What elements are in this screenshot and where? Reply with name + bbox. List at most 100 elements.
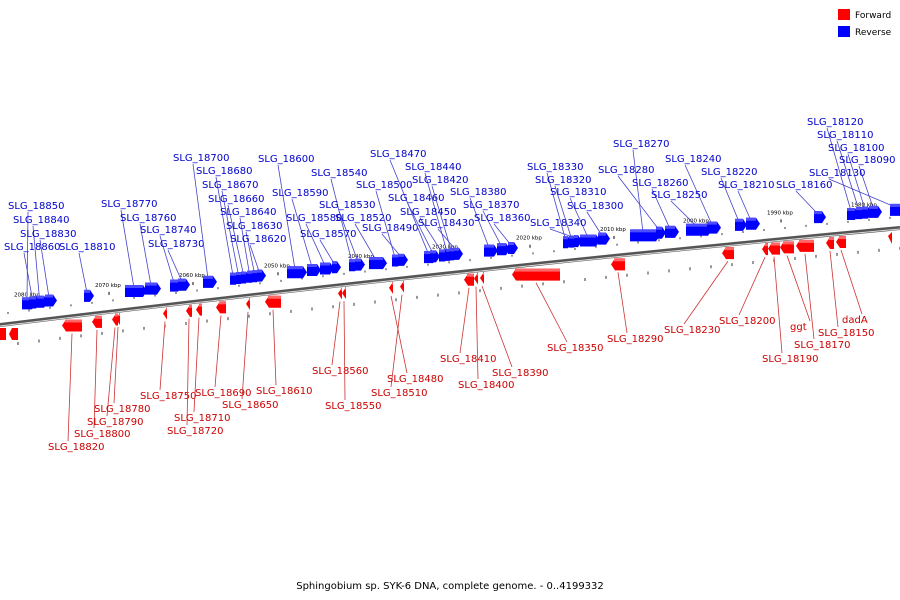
reverse-gene-slg-18580[interactable]: SLG_18580 xyxy=(286,213,342,275)
forward-gene-slg-18750[interactable]: SLG_18750 xyxy=(140,307,196,402)
gene-fragment-left xyxy=(0,328,6,340)
forward-gene-slg-18780[interactable]: SLG_18780 xyxy=(94,313,150,415)
reverse-gene-slg-18310[interactable]: SLG_18310 xyxy=(550,187,606,247)
gene-arrow-highlight xyxy=(454,247,459,251)
gene-arrow-highlight xyxy=(765,243,768,247)
reverse-gene-slg-18620[interactable]: SLG_18620 xyxy=(230,234,286,282)
forward-gene-slg-18480[interactable]: SLG_18480 xyxy=(387,281,443,385)
gene-arrow-highlight xyxy=(430,250,436,254)
gene-arrow-highlight xyxy=(203,275,213,279)
reverse-gene-slg-18520[interactable]: SLG_18520 xyxy=(335,213,391,270)
forward-gene-slg-18290[interactable]: SLG_18290 xyxy=(607,258,663,345)
gene-arrow-highlight xyxy=(355,258,361,262)
forward-gene-slg-18390[interactable]: SLG_18390 xyxy=(480,272,548,379)
leader-line xyxy=(738,257,766,316)
forward-gene-ggt[interactable]: ggt xyxy=(780,241,811,333)
forward-gene-slg-18650[interactable]: SLG_18650 xyxy=(222,297,278,411)
reverse-gene-slg-18490[interactable]: SLG_18490 xyxy=(362,223,418,266)
gene-arrow-highlight xyxy=(483,272,484,276)
forward-gene-slg-18550[interactable]: SLG_18550 xyxy=(325,287,381,412)
gene-arrow-highlight xyxy=(839,236,846,240)
forward-gene-slg-18150[interactable]: SLG_18150 xyxy=(818,236,874,339)
reverse-gene-slg-18380[interactable]: SLG_18380 xyxy=(450,187,506,257)
forward-swatch xyxy=(838,9,850,20)
forward-gene-slg-18170[interactable]: SLG_18170 xyxy=(794,239,850,351)
reverse-gene-slg-18240[interactable]: SLG_18240 xyxy=(665,154,721,234)
gene-fragment-right xyxy=(888,232,892,244)
gene-arrow-highlight xyxy=(320,262,330,266)
forward-gene-slg-18790[interactable]: SLG_18790 xyxy=(87,313,143,428)
leader-line xyxy=(535,282,568,343)
reverse-gene-slg-18760[interactable]: SLG_18760 xyxy=(120,213,176,295)
reverse-gene-slg-18270[interactable]: SLG_18270 xyxy=(613,139,669,242)
kbp-tick-label: 2060 kbp xyxy=(179,273,205,279)
reverse-gene-slg-18590[interactable]: SLG_18590 xyxy=(272,188,328,276)
forward-gene-slg-18200[interactable]: SLG_18200 xyxy=(719,243,775,327)
forward-gene-dada[interactable]: dadA xyxy=(836,236,868,326)
reverse-gene-slg-18860[interactable]: SLG_18860 xyxy=(4,242,60,309)
reverse-gene-slg-18280[interactable]: SLG_18280 xyxy=(598,165,666,239)
reverse-gene-slg-18730[interactable]: SLG_18730 xyxy=(148,239,204,291)
gene-label: SLG_18360 xyxy=(474,213,530,224)
gene-arrow-highlight xyxy=(799,239,814,243)
gene-arrow-highlight xyxy=(829,236,834,240)
forward-gene-slg-18720[interactable]: SLG_18720 xyxy=(167,304,223,437)
reverse-gene-slg-18450[interactable]: SLG_18450 xyxy=(400,207,456,262)
gene-label: SLG_18270 xyxy=(613,139,669,150)
forward-gene-slg-18710[interactable]: SLG_18710 xyxy=(174,303,230,424)
gene-label: SLG_18570 xyxy=(300,229,356,240)
reverse-gene-slg-18130[interactable]: SLG_18130 xyxy=(809,168,900,216)
leader-line xyxy=(390,294,403,388)
leader-line xyxy=(67,333,73,442)
reverse-gene-slg-18340[interactable]: SLG_18340 xyxy=(530,218,586,248)
gene-arrow-highlight xyxy=(166,307,167,311)
forward-gene-slg-18820[interactable]: SLG_18820 xyxy=(48,319,104,453)
gene-arrow-highlight xyxy=(307,263,317,267)
gene-label: SLG_18510 xyxy=(371,388,427,399)
reverse-gene-slg-18600[interactable]: SLG_18600 xyxy=(258,154,314,279)
leader-line xyxy=(338,210,359,262)
gene-arrow-highlight xyxy=(614,258,625,262)
reverse-gene-slg-18530[interactable]: SLG_18530 xyxy=(319,200,375,271)
forward-gene-slg-18690[interactable]: SLG_18690 xyxy=(195,301,251,399)
reverse-gene-slg-18430[interactable]: SLG_18430 xyxy=(418,218,474,260)
gene-label: SLG_18410 xyxy=(440,354,496,365)
reverse-gene-slg-18210[interactable]: SLG_18210 xyxy=(718,180,774,230)
reverse-gene-slg-18220[interactable]: SLG_18220 xyxy=(701,167,757,231)
kbp-tick-label: 2030 kbp xyxy=(432,245,458,251)
reverse-gene-slg-18360[interactable]: SLG_18360 xyxy=(474,213,530,255)
reverse-gene-slg-18810[interactable]: SLG_18810 xyxy=(59,242,115,302)
gene-arrow-highlight xyxy=(241,271,246,275)
reverse-gene-slg-18250[interactable]: SLG_18250 xyxy=(651,190,712,236)
forward-gene-slg-18610[interactable]: SLG_18610 xyxy=(256,295,312,397)
reverse-gene-slg-18740[interactable]: SLG_18740 xyxy=(140,225,196,292)
reverse-gene-slg-18300[interactable]: SLG_18300 xyxy=(567,201,623,245)
forward-gene-slg-18410[interactable]: SLG_18410 xyxy=(440,273,496,365)
reverse-gene-slg-18370[interactable]: SLG_18370 xyxy=(463,200,519,256)
reverse-gene-slg-18700[interactable]: SLG_18700 xyxy=(173,153,229,288)
gene-label: dadA xyxy=(842,315,868,326)
leader-line xyxy=(549,228,577,239)
gene-arrow-highlight xyxy=(477,272,478,276)
reverse-gene-slg-18770[interactable]: SLG_18770 xyxy=(101,199,157,297)
forward-gene-slg-18800[interactable]: SLG_18800 xyxy=(74,315,130,440)
forward-gene-slg-18560[interactable]: SLG_18560 xyxy=(312,287,368,377)
reverse-gene-slg-18160[interactable]: SLG_18160 xyxy=(776,180,832,224)
forward-gene-slg-18190[interactable]: SLG_18190 xyxy=(762,242,818,365)
forward-gene-slg-18510[interactable]: SLG_18510 xyxy=(371,280,427,399)
reverse-gene-slg-18260[interactable]: SLG_18260 xyxy=(632,178,688,238)
reverse-gene-slg-18570[interactable]: SLG_18570 xyxy=(300,229,356,274)
forward-gene-slg-18230[interactable]: SLG_18230 xyxy=(664,247,734,336)
gene-label: SLG_18560 xyxy=(312,366,368,377)
gene-label: SLG_18620 xyxy=(230,234,286,245)
reverse-gene-slg-18830[interactable]: SLG_18830 xyxy=(20,229,76,307)
gene-arrow-highlight xyxy=(398,253,404,257)
forward-gene-slg-18350[interactable]: SLG_18350 xyxy=(512,268,603,354)
forward-gene-slg-18400[interactable]: SLG_18400 xyxy=(458,272,514,391)
gene-arrow-highlight xyxy=(686,223,708,227)
reverse-gene-slg-18090[interactable]: SLG_18090 xyxy=(839,155,895,218)
reverse-gene-slg-18460[interactable]: SLG_18460 xyxy=(388,193,444,263)
kbp-tick-label: 2020 kbp xyxy=(516,236,542,242)
leader-line xyxy=(431,185,452,252)
gene-label: SLG_18640 xyxy=(220,207,276,218)
